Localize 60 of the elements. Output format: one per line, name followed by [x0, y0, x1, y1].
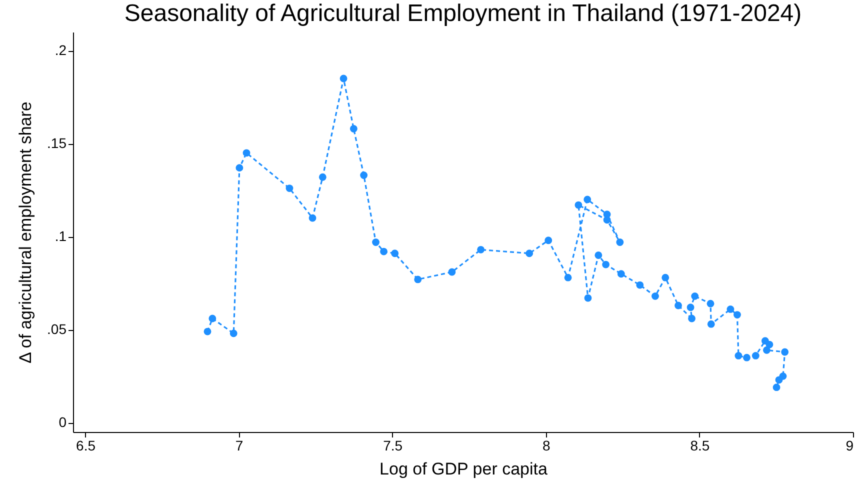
- point: [372, 238, 380, 246]
- point: [662, 274, 670, 282]
- point: [414, 276, 422, 284]
- point: [781, 348, 789, 356]
- point: [707, 320, 715, 328]
- y-tick-label: 0: [58, 414, 67, 430]
- x-tick-label: 9: [846, 438, 854, 454]
- x-tick-label: 7: [235, 438, 244, 454]
- point: [636, 281, 644, 289]
- point: [230, 330, 238, 338]
- point: [726, 306, 734, 313]
- point: [208, 314, 216, 322]
- point: [603, 216, 611, 224]
- x-axis-title: Log of GDP per capita: [380, 460, 548, 478]
- point: [594, 252, 602, 259]
- point: [734, 352, 742, 360]
- point: [763, 346, 770, 354]
- point: [674, 302, 682, 310]
- x-tick-label: 8.5: [690, 438, 710, 454]
- point: [477, 246, 485, 254]
- point: [308, 214, 316, 222]
- y-axis-title: Δ of agricultural employment share: [16, 102, 36, 364]
- point: [584, 196, 592, 204]
- point: [340, 74, 348, 82]
- x-tick-label: 7.5: [383, 438, 403, 454]
- x-tick-label: 6.5: [76, 438, 96, 454]
- x-tick-label: 8: [542, 438, 551, 454]
- y-tick-label: .15: [47, 135, 67, 152]
- point: [380, 248, 388, 256]
- point: [236, 164, 244, 172]
- point: [691, 292, 699, 300]
- point: [286, 184, 294, 192]
- point: [775, 376, 783, 384]
- point: [706, 300, 714, 308]
- point: [526, 250, 534, 258]
- point: [688, 314, 696, 322]
- point: [652, 292, 659, 300]
- point: [602, 260, 610, 268]
- point: [204, 328, 212, 336]
- point: [686, 304, 694, 312]
- y-tick-label: .2: [54, 42, 67, 58]
- chart-title: Seasonality of Agricultural Employment in Thailand (1971-2024): [124, 0, 802, 27]
- point: [616, 238, 624, 246]
- y-tick-label: .05: [47, 321, 67, 338]
- point: [617, 270, 625, 278]
- point: [391, 250, 399, 258]
- point: [772, 384, 780, 392]
- point: [752, 352, 760, 360]
- point: [318, 173, 326, 181]
- point: [584, 294, 592, 302]
- point: [350, 125, 358, 132]
- point: [448, 268, 456, 276]
- point: [360, 172, 368, 179]
- point: [544, 236, 552, 244]
- point: [743, 354, 750, 362]
- point: [734, 311, 741, 318]
- point: [242, 149, 250, 157]
- y-tick-label: .1: [54, 228, 67, 244]
- point: [564, 274, 572, 282]
- point: [574, 201, 582, 209]
